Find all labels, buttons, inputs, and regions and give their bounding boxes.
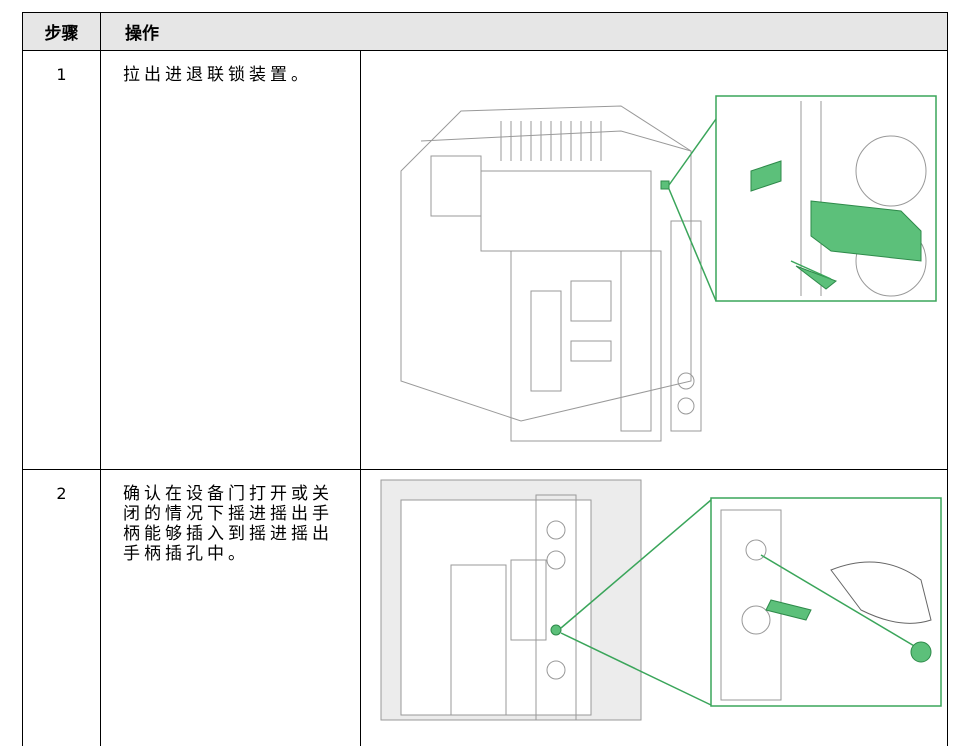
illustration-cell: [361, 470, 948, 746]
illustration: [361, 470, 947, 732]
step-cell: 确认在设备门打开或关闭的情况下摇进摇出手柄能够插入到摇进摇出手柄插孔中。: [101, 470, 361, 746]
header-cell: 步骤: [23, 13, 101, 51]
step-cell: 拉出进退联锁装置。: [101, 51, 361, 470]
header-cell: 操作: [101, 13, 948, 51]
step-number: 1: [23, 51, 101, 470]
page: 步骤 操作 1 拉出进退联锁装置。: [0, 0, 968, 716]
step-row: 2 确认在设备门打开或关闭的情况下摇进摇出手柄能够插入到摇进摇出手柄插孔中。: [23, 470, 948, 746]
step-text: 拉出进退联锁装置。: [123, 65, 337, 85]
steps-table: 步骤 操作 1 拉出进退联锁装置。: [22, 12, 948, 746]
illustration-cell: [361, 51, 948, 470]
step-number: 2: [23, 470, 101, 746]
illustration: [361, 51, 947, 455]
header-row: 步骤 操作: [23, 13, 948, 51]
step-row: 1 拉出进退联锁装置。: [23, 51, 948, 470]
step-text: 确认在设备门打开或关闭的情况下摇进摇出手柄能够插入到摇进摇出手柄插孔中。: [123, 484, 337, 564]
